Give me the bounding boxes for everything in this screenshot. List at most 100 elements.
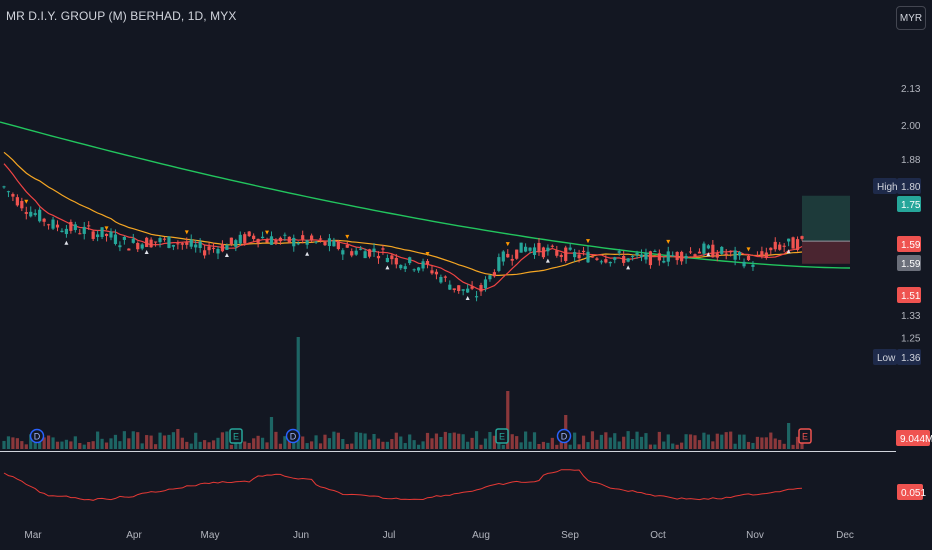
candle-body <box>492 272 496 277</box>
volume-bar <box>488 432 492 449</box>
candle-body <box>247 231 251 237</box>
volume-bar <box>6 436 11 449</box>
volume-bar <box>639 436 644 449</box>
candle-body <box>559 254 563 257</box>
volume-bar <box>408 434 412 449</box>
candle-body <box>782 245 786 247</box>
candle-body <box>359 248 363 250</box>
volume-bar <box>742 434 746 449</box>
candle-body <box>394 257 398 265</box>
volume-bar <box>541 441 546 449</box>
volume-bar <box>666 434 670 449</box>
volume-bar <box>595 439 599 449</box>
volume-bar <box>78 443 82 449</box>
candle-body <box>113 234 118 244</box>
volume-bar <box>474 431 479 449</box>
buy-signal-marker <box>465 295 470 300</box>
oscillator-value-text: 0.051 <box>901 488 926 499</box>
volume-bar <box>301 436 305 449</box>
long-moving-average <box>0 121 851 269</box>
stop-price: 1.51 <box>897 287 921 303</box>
volume-bar <box>149 435 153 449</box>
volume-bar <box>24 444 28 449</box>
candle-body <box>630 255 635 257</box>
volume-bar <box>11 437 15 449</box>
volume-bar <box>136 432 140 449</box>
volume-bar <box>622 436 626 449</box>
volume-bar <box>100 438 104 449</box>
volume-bar <box>278 443 283 449</box>
low-value-bg <box>897 349 921 365</box>
event-marker-letter: D <box>34 432 41 442</box>
volume-bar <box>203 440 207 449</box>
candle-body <box>234 240 238 247</box>
oscillator-line <box>3 469 803 501</box>
candle-body <box>541 247 546 258</box>
high-value: 1.80 <box>897 178 921 194</box>
volume-bar <box>394 432 398 449</box>
volume-bar <box>122 431 126 449</box>
oscillator-value-bg <box>897 484 923 500</box>
candle-body <box>381 248 385 250</box>
candle-body <box>573 252 577 258</box>
entry-price: 1.59 <box>897 236 921 252</box>
volume-bar <box>127 438 131 449</box>
candle-body <box>140 244 144 249</box>
volume-bar <box>466 441 470 449</box>
volume-bar <box>60 441 64 449</box>
candle-body <box>327 238 332 247</box>
volume-value-bg <box>896 430 930 446</box>
time-tick-label: Oct <box>650 530 666 541</box>
volume-bar <box>33 438 37 449</box>
candle-body <box>412 269 416 271</box>
volume-bar <box>599 434 603 449</box>
volume-bar <box>425 432 430 449</box>
volume-bar <box>359 432 363 449</box>
volume-bar <box>644 433 648 449</box>
volume-bar <box>680 442 684 449</box>
candle-body <box>73 224 77 231</box>
sell-signal-marker <box>184 230 189 235</box>
candle-body <box>800 236 804 239</box>
candle-body <box>198 241 202 249</box>
candle-body <box>586 251 590 263</box>
volume-bar <box>782 443 786 449</box>
event-marker-letter: D <box>561 432 568 442</box>
volume-bar <box>492 435 496 449</box>
volume-bar <box>706 434 710 449</box>
volume-bar <box>158 432 162 449</box>
position-zones <box>802 195 850 264</box>
volume-bar <box>247 442 251 449</box>
candle-body <box>795 239 800 251</box>
volume-bar <box>385 441 389 449</box>
price-labels: High 1.80 1.75 1.59 1.59 1.51 Low 1.36 9.044M 0.0… <box>873 178 932 500</box>
volume-bar <box>390 439 394 449</box>
price-tick-label: 1.25 <box>901 333 921 344</box>
candle-body <box>697 251 702 254</box>
candle-body <box>617 251 621 253</box>
dividend-icon <box>285 428 301 444</box>
volume-bar <box>229 444 233 449</box>
volume-bar <box>220 432 225 449</box>
candle-body <box>29 211 33 217</box>
candle-body <box>64 228 69 235</box>
currency-button[interactable]: MYR <box>896 6 926 30</box>
candle-body <box>153 241 158 243</box>
volume-bar <box>189 443 193 449</box>
candle-body <box>145 237 149 248</box>
volume-bar <box>64 439 69 449</box>
volume-bar <box>778 439 782 449</box>
volume-bar <box>162 435 167 449</box>
candle-body <box>528 247 532 251</box>
sell-signal-marker <box>586 239 591 244</box>
candle-body <box>479 285 483 292</box>
candle-body <box>55 224 60 228</box>
entry-price-text: 1.59 <box>901 240 921 251</box>
target-price: 1.75 <box>897 196 921 212</box>
volume-bar <box>256 435 260 449</box>
candle-body <box>109 231 113 238</box>
price-tick-label: 1.33 <box>901 311 921 322</box>
target-price-bg <box>897 196 921 212</box>
volume-bar <box>613 433 617 449</box>
